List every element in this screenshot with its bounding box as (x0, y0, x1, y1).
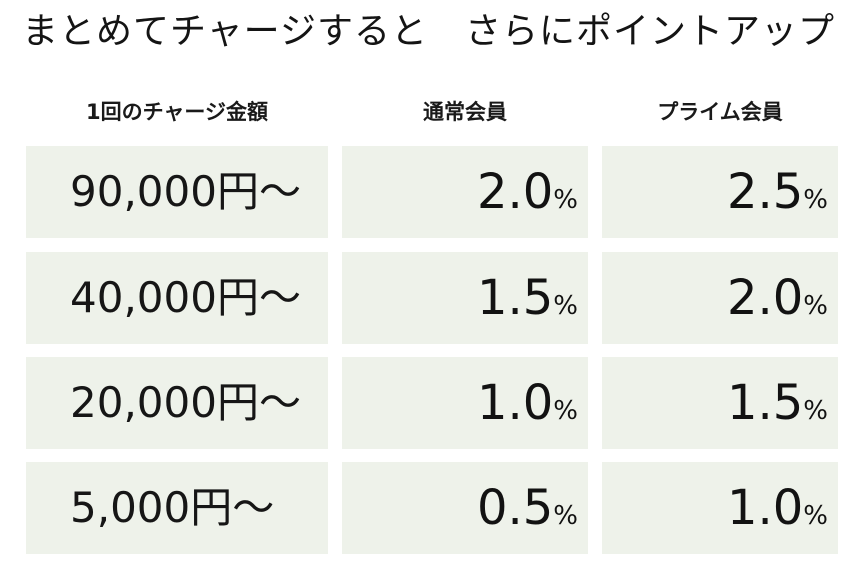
charge-amount: 40,000円～ (70, 273, 301, 322)
regular-rate-cell: 2.0% (342, 146, 588, 238)
prime-rate: 2.5% (727, 146, 828, 238)
header-regular-member: 通常会員 (423, 100, 507, 124)
percent-unit: % (553, 501, 578, 531)
table-row-amount-cell: 90,000円～ (26, 146, 328, 238)
percent-unit: % (553, 291, 578, 321)
regular-rate-value: 1.5 (476, 270, 554, 326)
table-header: 1回のチャージ金額 通常会員 プライム会員 (0, 92, 857, 132)
table-row-amount-cell: 40,000円～ (26, 252, 328, 344)
percent-unit: % (803, 501, 828, 531)
prime-rate: 2.0% (727, 252, 828, 344)
regular-rate-value: 2.0 (476, 164, 554, 220)
header-charge-amount: 1回のチャージ金額 (86, 100, 268, 124)
header-prime-member: プライム会員 (657, 100, 783, 124)
regular-rate-cell: 1.5% (342, 252, 588, 344)
prime-rate: 1.5% (727, 357, 828, 449)
table-row-amount-cell: 5,000円～ (26, 462, 328, 554)
prime-rate: 1.0% (727, 462, 828, 554)
regular-rate: 1.0% (477, 357, 578, 449)
prime-rate-cell: 2.0% (602, 252, 838, 344)
prime-rate-cell: 1.0% (602, 462, 838, 554)
prime-rate-value: 2.5 (726, 164, 804, 220)
prime-rate-cell: 2.5% (602, 146, 838, 238)
charge-amount: 20,000円～ (70, 378, 301, 427)
prime-rate-value: 2.0 (726, 270, 804, 326)
regular-rate-cell: 0.5% (342, 462, 588, 554)
regular-rate: 2.0% (477, 146, 578, 238)
prime-rate-cell: 1.5% (602, 357, 838, 449)
page-title: まとめてチャージすると さらにポイントアップ (22, 11, 835, 52)
charge-amount: 90,000円～ (70, 167, 301, 216)
percent-unit: % (553, 396, 578, 426)
regular-rate: 1.5% (477, 252, 578, 344)
percent-unit: % (803, 291, 828, 321)
percent-unit: % (553, 185, 578, 215)
regular-rate: 0.5% (477, 462, 578, 554)
charge-amount: 5,000円～ (70, 483, 275, 532)
table-row-amount-cell: 20,000円～ (26, 357, 328, 449)
percent-unit: % (803, 396, 828, 426)
prime-rate-value: 1.5 (726, 375, 804, 431)
regular-rate-value: 0.5 (476, 480, 554, 536)
regular-rate-value: 1.0 (476, 375, 554, 431)
prime-rate-value: 1.0 (726, 480, 804, 536)
regular-rate-cell: 1.0% (342, 357, 588, 449)
percent-unit: % (803, 185, 828, 215)
